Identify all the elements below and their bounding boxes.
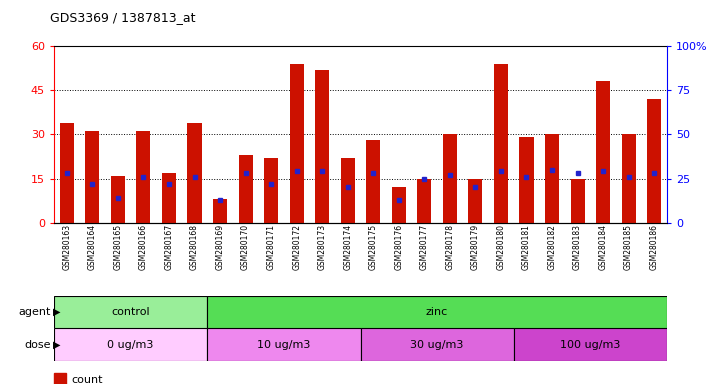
Bar [187, 122, 202, 223]
Bar [570, 179, 585, 223]
Bar [54, 296, 208, 328]
Bar [596, 81, 610, 223]
Bar [54, 373, 66, 384]
Bar [622, 134, 636, 223]
Bar [239, 155, 252, 223]
Bar [162, 173, 176, 223]
Text: dose: dose [24, 339, 50, 350]
Bar [290, 64, 304, 223]
Bar [60, 122, 74, 223]
Text: count: count [71, 375, 103, 384]
Bar [494, 64, 508, 223]
Text: control: control [111, 307, 150, 317]
Bar [54, 328, 208, 361]
Bar [469, 179, 482, 223]
Bar [360, 328, 513, 361]
Bar [545, 134, 559, 223]
Bar [213, 199, 227, 223]
Bar [341, 158, 355, 223]
Bar [417, 179, 431, 223]
Bar [85, 131, 99, 223]
Bar [392, 187, 406, 223]
Text: ▶: ▶ [53, 339, 61, 350]
Bar [519, 137, 534, 223]
Bar [647, 99, 661, 223]
Bar [136, 131, 151, 223]
Bar [443, 134, 457, 223]
Bar [208, 328, 360, 361]
Text: 30 ug/m3: 30 ug/m3 [410, 339, 464, 350]
Text: zinc: zinc [426, 307, 448, 317]
Text: ▶: ▶ [53, 307, 61, 317]
Bar [111, 175, 125, 223]
Text: 100 ug/m3: 100 ug/m3 [560, 339, 621, 350]
Bar [513, 328, 667, 361]
Bar [208, 296, 667, 328]
Bar [264, 158, 278, 223]
Text: agent: agent [18, 307, 50, 317]
Bar [315, 70, 329, 223]
Bar [366, 140, 380, 223]
Text: GDS3369 / 1387813_at: GDS3369 / 1387813_at [50, 12, 196, 25]
Text: 10 ug/m3: 10 ug/m3 [257, 339, 311, 350]
Text: 0 ug/m3: 0 ug/m3 [107, 339, 154, 350]
